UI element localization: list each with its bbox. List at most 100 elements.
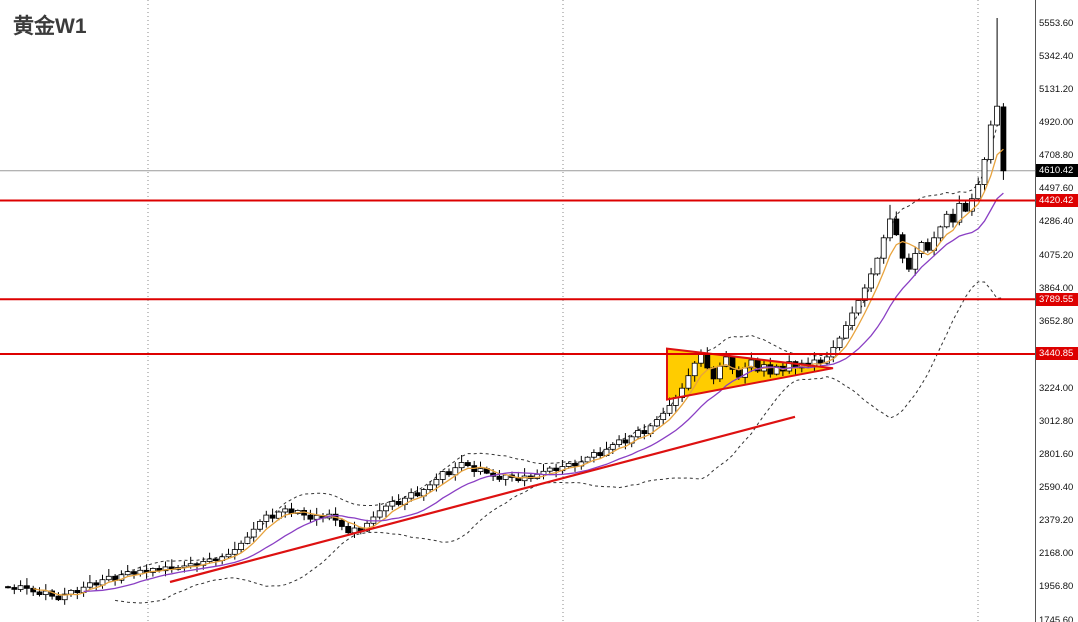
candle-body <box>817 359 824 364</box>
level-price-marker[interactable]: 4420.42 <box>1036 193 1078 207</box>
candle-body <box>912 253 919 270</box>
axis-tick-label: 4497.60 <box>1039 183 1074 195</box>
candle-body <box>187 563 194 567</box>
candle-body <box>105 575 112 581</box>
axis-tick-label: 3652.80 <box>1039 315 1074 327</box>
candle-body <box>717 365 723 380</box>
candlesticks <box>5 18 1007 605</box>
candle-body <box>635 430 641 438</box>
candle-body <box>591 452 597 458</box>
candle-body <box>383 505 389 512</box>
candle-body <box>723 356 730 367</box>
candle-body <box>464 462 471 466</box>
candle-body <box>546 467 553 472</box>
candle-body <box>943 213 950 228</box>
candle-body <box>5 586 11 589</box>
support-trendline[interactable] <box>169 415 796 584</box>
triangle-pattern-outline[interactable] <box>666 347 834 401</box>
current-price-marker[interactable]: 4610.42 <box>1036 164 1078 178</box>
candle-body <box>11 587 18 590</box>
candle-body <box>452 467 459 476</box>
candle-body <box>748 359 755 369</box>
candle-body <box>17 585 24 590</box>
candle-body <box>622 439 629 444</box>
candle-body <box>370 516 377 524</box>
axis-tick-label: 1956.80 <box>1039 581 1074 593</box>
candle-body <box>257 521 263 530</box>
axis-tick-label: 4075.20 <box>1039 249 1074 261</box>
candle-body <box>389 500 396 507</box>
candle-body <box>162 566 169 572</box>
candle-body <box>42 590 49 595</box>
level-price-marker[interactable]: 3789.55 <box>1036 292 1078 306</box>
candle-body <box>572 462 578 467</box>
candle-body <box>710 367 717 380</box>
candle-body <box>861 287 868 301</box>
candle-body <box>565 462 572 467</box>
axis-tick-label: 4920.00 <box>1039 117 1074 129</box>
candle-body <box>55 595 62 601</box>
candle-body <box>616 439 622 445</box>
candle-body <box>899 234 906 259</box>
candle-body <box>446 471 452 476</box>
candle-body <box>704 353 711 369</box>
candle-body <box>244 536 251 544</box>
axis-tick-label: 2801.60 <box>1039 449 1074 461</box>
symbol-title: 黄金W1 <box>13 15 87 38</box>
candle-body <box>408 492 415 499</box>
candle-body <box>597 452 604 456</box>
axis-tick-label: 5131.20 <box>1039 84 1074 96</box>
candle-body <box>654 419 660 427</box>
price-axis[interactable]: 5553.60 5342.40 5131.20 4920.00 4708.80 4497.… <box>1035 0 1078 622</box>
candle-body <box>1000 106 1007 172</box>
candle-body <box>767 364 774 375</box>
candle-body <box>969 198 975 212</box>
candle-body <box>93 582 100 586</box>
candle-body <box>212 558 219 562</box>
candle-body <box>496 475 503 480</box>
candle-body <box>30 587 37 593</box>
candle-body <box>36 591 43 596</box>
candle-body <box>477 468 484 472</box>
candle-body <box>868 273 874 289</box>
candle-body <box>950 213 956 223</box>
candle-body <box>61 593 68 601</box>
candle-body <box>225 553 232 558</box>
candle-body <box>275 511 282 519</box>
candle-body <box>458 462 465 469</box>
candle-body <box>849 312 856 326</box>
candle-body <box>206 558 213 562</box>
axis-tick-label: 3864.00 <box>1039 282 1074 294</box>
candle-body <box>830 347 837 358</box>
candle-body <box>685 375 692 389</box>
axis-tick-label: 5342.40 <box>1039 51 1074 63</box>
price-chart-canvas[interactable] <box>0 0 1035 622</box>
candle-body <box>23 585 30 589</box>
candle-body <box>68 590 74 595</box>
level-price-marker[interactable]: 3440.85 <box>1036 347 1078 361</box>
candle-body <box>874 257 881 275</box>
candle-body <box>439 471 446 480</box>
candle-body <box>773 365 780 375</box>
ma-slow-line <box>83 192 1004 593</box>
axis-tick-label: 4708.80 <box>1039 150 1074 162</box>
candle-body <box>937 226 944 239</box>
candle-body <box>345 526 352 534</box>
candle-body <box>836 337 843 348</box>
candle-body <box>918 242 925 254</box>
candle-body <box>641 430 648 434</box>
ma-fast-line <box>33 148 1004 596</box>
candle-body <box>263 514 270 522</box>
candle-body <box>584 456 591 463</box>
candle-body <box>975 184 982 200</box>
candle-body <box>131 571 137 575</box>
candle-body <box>924 242 931 251</box>
axis-tick-label: 4286.40 <box>1039 216 1074 228</box>
candle-body <box>893 218 900 236</box>
candle-body <box>735 368 742 378</box>
candle-body <box>149 568 156 573</box>
axis-tick-label: 2379.20 <box>1039 515 1074 527</box>
candle-body <box>855 300 862 314</box>
candle-body <box>660 412 667 420</box>
